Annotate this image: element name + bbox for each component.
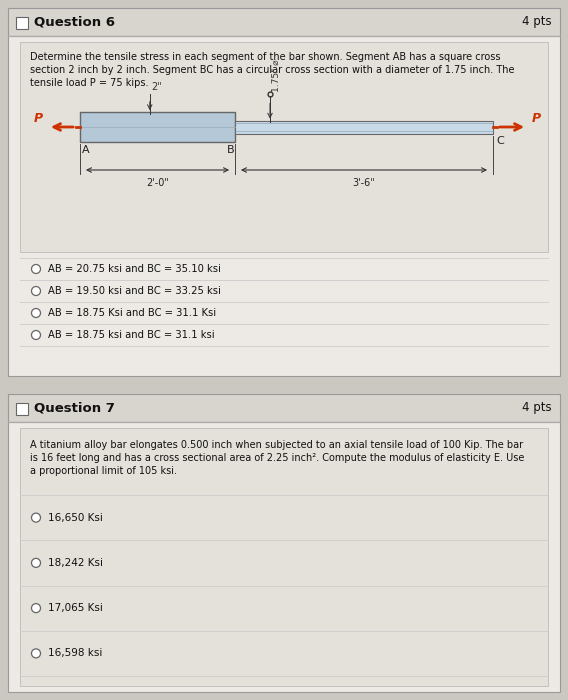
Bar bbox=[8, 8, 560, 36]
Circle shape bbox=[31, 649, 40, 658]
Text: is 16 feet long and has a cross sectional area of 2.25 inch². Compute the modulu: is 16 feet long and has a cross sectiona… bbox=[30, 453, 524, 463]
Text: 4 pts: 4 pts bbox=[523, 15, 552, 29]
Circle shape bbox=[31, 603, 40, 612]
Text: 1.75" ⌀: 1.75" ⌀ bbox=[272, 59, 281, 92]
Text: B: B bbox=[227, 145, 234, 155]
Bar bbox=[8, 422, 560, 692]
Text: AB = 18.75 ksi and BC = 31.1 ksi: AB = 18.75 ksi and BC = 31.1 ksi bbox=[48, 330, 215, 340]
Text: Determine the tensile stress in each segment of the bar shown. Segment AB has a : Determine the tensile stress in each seg… bbox=[30, 52, 500, 62]
Circle shape bbox=[31, 265, 40, 274]
Text: 2": 2" bbox=[152, 82, 162, 92]
Bar bbox=[235, 120, 493, 134]
Text: 16,650 Ksi: 16,650 Ksi bbox=[48, 512, 103, 523]
Bar bbox=[16, 403, 28, 415]
Bar bbox=[20, 42, 548, 252]
Text: AB = 19.50 ksi and BC = 33.25 ksi: AB = 19.50 ksi and BC = 33.25 ksi bbox=[48, 286, 221, 296]
Text: 4 pts: 4 pts bbox=[523, 402, 552, 414]
Text: Question 7: Question 7 bbox=[34, 402, 115, 414]
Text: 3'-6": 3'-6" bbox=[353, 178, 375, 188]
Text: Question 6: Question 6 bbox=[34, 15, 115, 29]
Text: A: A bbox=[82, 145, 90, 155]
Text: C: C bbox=[496, 136, 504, 146]
Text: a proportional limit of 105 ksi.: a proportional limit of 105 ksi. bbox=[30, 466, 177, 476]
Text: AB = 18.75 Ksi and BC = 31.1 Ksi: AB = 18.75 Ksi and BC = 31.1 Ksi bbox=[48, 308, 216, 318]
Text: P: P bbox=[34, 112, 43, 125]
Circle shape bbox=[31, 513, 40, 522]
Text: AB = 20.75 ksi and BC = 35.10 ksi: AB = 20.75 ksi and BC = 35.10 ksi bbox=[48, 264, 221, 274]
Bar bbox=[16, 17, 28, 29]
Text: 2'-0": 2'-0" bbox=[146, 178, 169, 188]
Text: 16,598 ksi: 16,598 ksi bbox=[48, 648, 102, 659]
Bar bbox=[80, 112, 235, 142]
Bar bbox=[8, 394, 560, 422]
Bar bbox=[20, 428, 548, 686]
Circle shape bbox=[31, 559, 40, 568]
Circle shape bbox=[31, 330, 40, 340]
Bar bbox=[8, 36, 560, 376]
Text: P: P bbox=[532, 112, 541, 125]
Text: tensile load P = 75 kips.: tensile load P = 75 kips. bbox=[30, 78, 148, 88]
Text: section 2 inch by 2 inch. Segment BC has a circular cross section with a diamete: section 2 inch by 2 inch. Segment BC has… bbox=[30, 65, 515, 75]
Text: 18,242 Ksi: 18,242 Ksi bbox=[48, 558, 103, 568]
Circle shape bbox=[31, 309, 40, 318]
Circle shape bbox=[31, 286, 40, 295]
Text: 17,065 Ksi: 17,065 Ksi bbox=[48, 603, 103, 613]
Text: A titanium alloy bar elongates 0.500 inch when subjected to an axial tensile loa: A titanium alloy bar elongates 0.500 inc… bbox=[30, 440, 523, 450]
